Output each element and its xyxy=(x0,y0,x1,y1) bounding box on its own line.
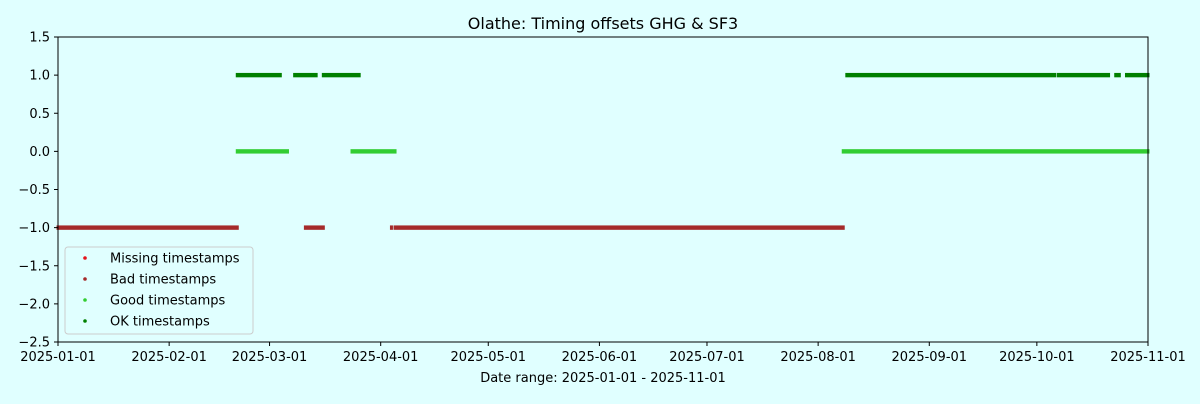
ok-timestamps-segment-6 xyxy=(1124,72,1150,78)
y-tick-label-2: 0.5 xyxy=(29,107,50,122)
legend-label-1: Bad timestamps xyxy=(110,273,216,288)
x-axis: 2025-01-01 2025-02-01 2025-03-01 2025-04-01… xyxy=(20,342,1186,365)
ok-timestamps-segment-2 xyxy=(321,72,361,78)
legend-marker-0 xyxy=(83,256,87,260)
x-tick-label-9: 2025-10-01 xyxy=(999,350,1075,365)
y-axis: 1.5 1.0 0.5 0.0 −0.5 −1.0 −1.5 −2.0 −2.5 xyxy=(18,31,58,351)
chart-title: Olathe: Timing offsets GHG & SF3 xyxy=(468,14,738,33)
legend-marker-2 xyxy=(83,298,87,302)
y-tick-label-1: 1.0 xyxy=(29,69,50,84)
y-tick-label-7: −2.0 xyxy=(18,297,50,312)
x-tick-label-1: 2025-02-01 xyxy=(131,350,207,365)
x-tick-label-7: 2025-08-01 xyxy=(780,350,856,365)
x-tick-label-2: 2025-03-01 xyxy=(232,350,308,365)
x-tick-label-8: 2025-09-01 xyxy=(892,350,968,365)
x-axis-label: Date range: 2025-01-01 - 2025-11-01 xyxy=(480,371,726,386)
ok-timestamps-segment-3 xyxy=(845,72,1057,78)
good-timestamps-segment-1 xyxy=(350,149,397,154)
legend-label-2: Good timestamps xyxy=(110,294,225,309)
x-tick-label-10: 2025-11-01 xyxy=(1110,350,1186,365)
ok-timestamps-segment-0 xyxy=(235,72,282,78)
ok-timestamps-segment-1 xyxy=(293,72,318,78)
bad-timestamps-segment-1 xyxy=(303,225,325,230)
bad-timestamps-segment-3 xyxy=(393,225,845,230)
y-tick-label-5: −1.0 xyxy=(18,221,50,236)
ok-timestamps-segment-4 xyxy=(1056,72,1111,78)
y-tick-label-0: 1.5 xyxy=(29,31,50,46)
legend: Missing timestamps Bad timestamps Good tim… xyxy=(64,246,254,335)
legend-box xyxy=(64,246,254,335)
y-tick-label-3: 0.0 xyxy=(29,145,50,160)
legend-label-3: OK timestamps xyxy=(110,315,210,330)
y-tick-label-8: −2.5 xyxy=(18,336,50,351)
y-tick-label-6: −1.5 xyxy=(18,259,50,274)
bad-timestamps-segment-2 xyxy=(389,225,393,230)
legend-marker-3 xyxy=(83,319,87,323)
x-tick-label-5: 2025-06-01 xyxy=(562,350,638,365)
bad-timestamps-segment-0 xyxy=(56,225,239,230)
x-tick-label-6: 2025-07-01 xyxy=(669,350,745,365)
legend-marker-1 xyxy=(83,277,87,281)
good-timestamps-segment-0 xyxy=(235,149,289,154)
y-tick-label-4: −0.5 xyxy=(18,183,50,198)
x-tick-label-3: 2025-04-01 xyxy=(343,350,419,365)
data-marks xyxy=(56,72,1150,230)
ok-timestamps-segment-5 xyxy=(1114,72,1121,78)
x-tick-label-4: 2025-05-01 xyxy=(450,350,526,365)
good-timestamps-segment-2 xyxy=(841,149,1150,154)
legend-label-0: Missing timestamps xyxy=(110,252,240,267)
x-tick-label-0: 2025-01-01 xyxy=(20,350,96,365)
